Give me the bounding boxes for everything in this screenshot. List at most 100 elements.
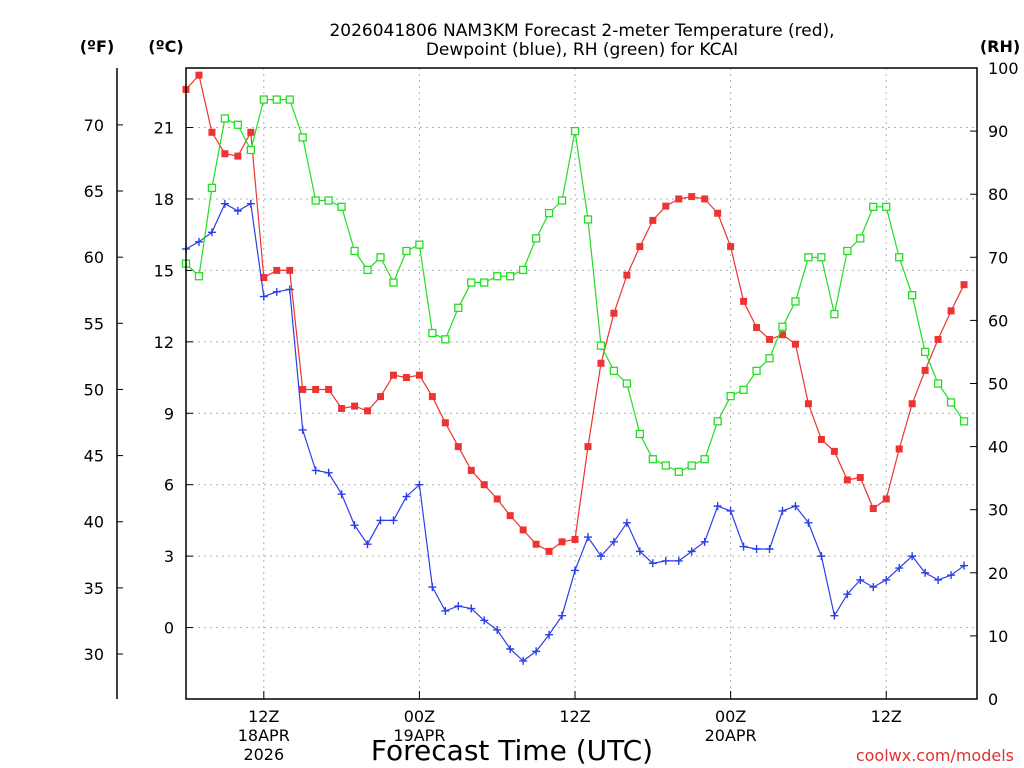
- data-point: [428, 583, 437, 592]
- data-point: [428, 393, 436, 401]
- data-point: [817, 552, 826, 561]
- data-point: [622, 518, 631, 527]
- celsius-unit-label: (ºC): [148, 37, 183, 56]
- data-point: [882, 575, 891, 584]
- data-point: [752, 366, 761, 376]
- data-point: [636, 243, 644, 251]
- data-point: [791, 340, 799, 348]
- data-point: [869, 583, 878, 592]
- data-point: [364, 407, 372, 415]
- series-rh: [181, 95, 969, 476]
- data-point: [830, 309, 839, 319]
- data-point: [506, 272, 515, 281]
- data-point: [623, 271, 631, 279]
- data-point: [700, 537, 709, 546]
- data-point: [493, 625, 502, 634]
- data-point: [402, 492, 411, 501]
- data-point: [467, 278, 476, 287]
- data-point: [298, 133, 307, 142]
- data-point: [493, 272, 502, 281]
- data-point: [804, 253, 813, 262]
- data-point: [273, 266, 281, 274]
- data-point: [518, 265, 528, 275]
- data-point: [338, 405, 346, 413]
- data-point: [519, 526, 527, 534]
- data-point: [766, 335, 774, 343]
- data-point: [246, 199, 255, 208]
- data-point: [454, 602, 463, 611]
- data-point: [221, 150, 229, 158]
- fahrenheit-tick-label: 35: [84, 579, 104, 598]
- data-point: [895, 445, 903, 453]
- data-point: [558, 611, 567, 620]
- data-point: [947, 307, 955, 315]
- data-point: [635, 429, 645, 439]
- data-point: [843, 246, 852, 256]
- axes: 7065605550454035302118151296301009080706…: [84, 59, 1019, 764]
- data-point: [583, 215, 593, 224]
- fahrenheit-tick-label: 70: [84, 116, 104, 135]
- x-tick-label-time: 12Z: [559, 707, 590, 726]
- data-point: [804, 400, 812, 408]
- data-point: [856, 474, 864, 482]
- data-point: [597, 359, 605, 367]
- chart-title-line2: Dewpoint (blue), RH (green) for KCAI: [426, 40, 738, 60]
- data-point: [714, 209, 722, 217]
- data-point: [298, 425, 307, 434]
- rh-tick-label: 60: [988, 311, 1008, 330]
- data-point: [571, 566, 580, 575]
- data-point: [351, 402, 359, 410]
- data-point: [363, 265, 372, 275]
- data-point: [895, 564, 904, 573]
- data-point: [207, 228, 216, 237]
- data-point: [480, 481, 488, 489]
- data-point: [727, 243, 735, 251]
- x-tick-label-time: 12Z: [248, 707, 279, 726]
- data-point: [584, 443, 592, 451]
- data-point: [856, 575, 865, 584]
- data-point: [752, 544, 761, 553]
- data-point: [609, 537, 618, 546]
- x-tick-label-time: 00Z: [404, 707, 435, 726]
- data-point: [194, 272, 204, 281]
- plot-frame: [185, 67, 978, 700]
- data-point: [791, 297, 800, 306]
- data-point: [830, 447, 838, 455]
- data-point: [921, 366, 929, 374]
- data-point: [959, 417, 969, 426]
- data-point: [908, 552, 917, 561]
- x-tick-label-time: 12Z: [871, 707, 902, 726]
- data-point: [545, 630, 554, 639]
- grid-lines: [186, 68, 977, 699]
- rh-tick-label: 100: [988, 59, 1019, 78]
- data-point: [648, 455, 657, 464]
- data-point: [506, 512, 514, 520]
- x-tick-label-date: 18APR: [238, 726, 290, 745]
- x-tick-label-year: 2026: [243, 745, 284, 764]
- data-point: [428, 328, 437, 338]
- data-point: [778, 506, 787, 515]
- data-point: [596, 341, 606, 350]
- data-point: [609, 366, 619, 376]
- data-point: [753, 324, 761, 332]
- data-point: [259, 95, 268, 104]
- fahrenheit-tick-label: 45: [84, 447, 104, 466]
- data-point: [532, 540, 540, 548]
- data-point: [311, 466, 320, 475]
- data-point: [701, 195, 709, 203]
- data-point: [441, 606, 450, 615]
- celsius-tick-label: 21: [154, 119, 174, 138]
- data-point: [739, 542, 748, 551]
- data-point: [674, 556, 683, 565]
- data-point: [233, 120, 243, 129]
- data-point: [778, 331, 786, 339]
- data-point: [596, 552, 605, 561]
- celsius-tick-label: 0: [164, 619, 174, 638]
- series-dewpoint: [182, 199, 969, 665]
- data-point: [804, 518, 813, 527]
- data-point: [661, 556, 670, 565]
- data-point: [687, 461, 696, 470]
- data-point: [934, 335, 942, 343]
- data-point: [325, 385, 333, 393]
